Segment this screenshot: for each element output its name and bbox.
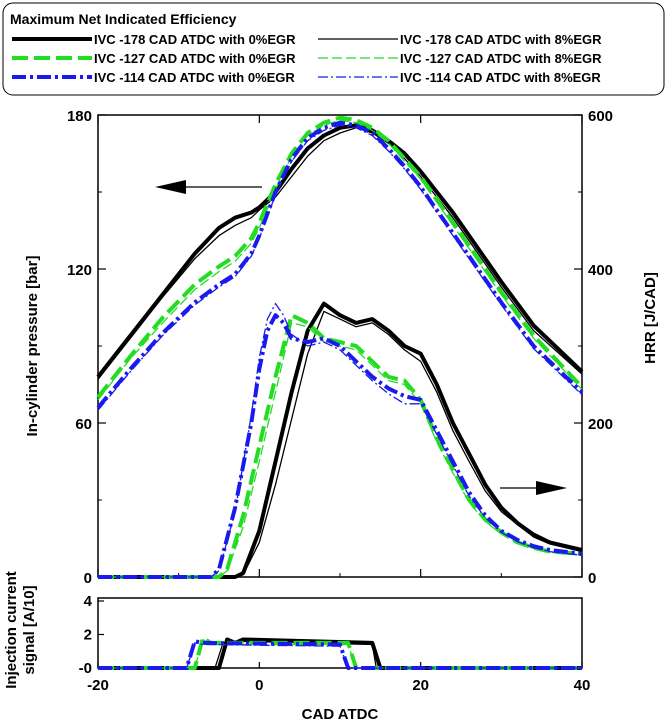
legend-label: IVC -114 CAD ATDC with 0%EGR	[94, 70, 295, 85]
hrr-series-line	[98, 301, 583, 579]
legend-label: IVC -127 CAD ATDC with 8%EGR	[400, 51, 602, 66]
pressure-series-line	[96, 123, 584, 379]
hrr-series-line	[98, 302, 583, 578]
injection-y-label-line2: signal [A/10]	[21, 585, 38, 674]
injection-y-label-line1: Injection current	[3, 571, 20, 689]
x-tick-label: 0	[255, 677, 263, 694]
y-axis-right-label: HRR [J/CAD]	[642, 272, 659, 364]
inj-y-tick-label: 4	[84, 593, 93, 610]
y-axis-left-label: In-cylinder pressure [bar]	[24, 256, 41, 437]
y-right-tick-label: 200	[588, 416, 613, 433]
hrr-series-line	[98, 310, 583, 578]
inj-y-tick-label: -0	[79, 660, 92, 677]
hrr-series-line	[98, 322, 583, 578]
legend-entry: IVC -127 CAD ATDC with 8%EGR	[318, 51, 602, 66]
y-right-tick-label: 400	[588, 262, 613, 279]
y-left-tick-label: 60	[75, 416, 92, 433]
legend-entry: IVC -114 CAD ATDC with 8%EGR	[318, 70, 601, 85]
arrow-left-annotation	[155, 180, 262, 194]
legend-entry: IVC -114 CAD ATDC with 0%EGR	[12, 70, 295, 85]
legend-label: IVC -114 CAD ATDC with 8%EGR	[400, 70, 601, 85]
y-right-tick-label: 600	[588, 108, 613, 125]
x-tick-label: 20	[412, 677, 429, 694]
inj-y-tick-label: 2	[84, 627, 92, 644]
legend-label: IVC -178 CAD ATDC with 8%EGR	[400, 32, 602, 47]
injection-plot: -20 0 20 40 -0 2 4 Injection current signal [A…	[3, 571, 590, 723]
legend-entry: IVC -127 CAD ATDC with 0%EGR	[12, 51, 296, 66]
x-tick-label: -20	[87, 677, 109, 694]
hrr-series-line	[98, 313, 583, 579]
legend-label: IVC -178 CAD ATDC with 0%EGR	[94, 32, 296, 47]
pressure-series-line	[96, 115, 584, 399]
pressure-series-line	[97, 127, 583, 380]
x-axis-label: CAD ATDC	[302, 706, 379, 723]
injection-plot-frame	[97, 597, 583, 669]
arrow-right-annotation	[500, 481, 567, 495]
legend-entry: IVC -178 CAD ATDC with 0%EGR	[12, 32, 296, 47]
injection-series-line	[98, 639, 582, 670]
y-right-tick-label: 0	[588, 570, 596, 587]
hrr-series-line	[98, 313, 583, 579]
legend-title: Maximum Net Indicated Efficiency	[10, 11, 237, 27]
legend-entry: IVC -178 CAD ATDC with 8%EGR	[318, 32, 602, 47]
injection-series-line	[98, 635, 582, 670]
pressure-series-line	[96, 120, 584, 409]
legend-box	[2, 2, 665, 96]
pressure-series-line	[97, 124, 583, 411]
main-plot: 0 60 120 180 0 200 400 600 In-cylinder pressure…	[24, 108, 659, 587]
y-left-tick-label: 180	[67, 108, 92, 125]
x-tick-label: 40	[574, 677, 591, 694]
y-left-tick-label: 120	[67, 262, 92, 279]
injection-series-line	[98, 642, 582, 669]
legend-label: IVC -127 CAD ATDC with 0%EGR	[94, 51, 296, 66]
pressure-series-line	[97, 119, 583, 401]
legend: Maximum Net Indicated Efficiency IVC -17…	[2, 2, 665, 96]
y-left-tick-label: 0	[84, 570, 92, 587]
